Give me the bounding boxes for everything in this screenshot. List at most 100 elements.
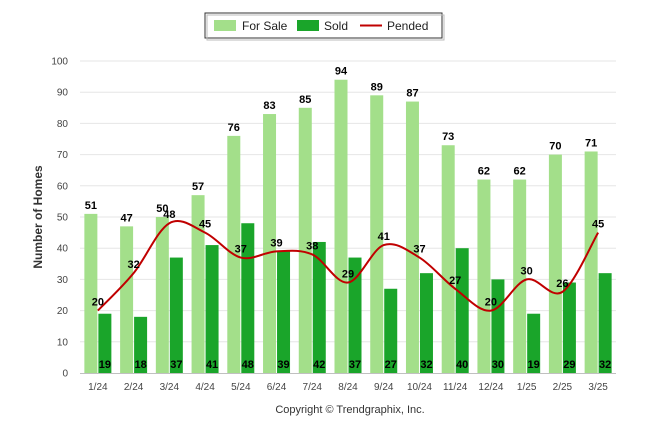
data-label-sold: 39 [277, 359, 289, 371]
pended-line [97, 220, 599, 312]
x-tick-label: 8/24 [338, 382, 358, 393]
data-label-for-sale: 62 [514, 166, 526, 178]
x-tick-label: 1/24 [88, 382, 108, 393]
bar-for-sale [477, 179, 491, 373]
x-tick-label: 1/25 [517, 382, 537, 393]
x-tick-label: 3/24 [160, 382, 180, 393]
legend-swatch-sold [297, 20, 319, 31]
legend-swatch-for-sale [214, 20, 236, 31]
data-label-sold: 32 [420, 359, 432, 371]
data-label-sold: 19 [99, 359, 111, 371]
data-label-sold: 37 [349, 359, 361, 371]
bar-for-sale [263, 114, 277, 373]
y-tick-label: 80 [57, 119, 69, 130]
data-label-for-sale: 70 [549, 141, 561, 153]
data-label-for-sale: 51 [85, 200, 97, 212]
data-label-for-sale: 62 [478, 166, 490, 178]
x-tick-label: 5/24 [231, 382, 251, 393]
data-label-for-sale: 71 [585, 137, 597, 149]
legend-label-for-sale: For Sale [242, 19, 288, 33]
data-label-sold: 41 [206, 359, 218, 371]
y-tick-label: 100 [51, 57, 68, 68]
y-tick-label: 20 [57, 306, 69, 317]
x-tick-label: 3/25 [588, 382, 608, 393]
legend-box [204, 12, 443, 39]
y-tick-label: 70 [57, 150, 69, 161]
data-label-pended: 26 [556, 278, 568, 290]
x-tick-label: 10/24 [407, 382, 432, 393]
bar-for-sale [334, 79, 348, 373]
bar-for-sale [155, 217, 169, 373]
data-label-sold: 18 [134, 359, 146, 371]
data-label-for-sale: 76 [228, 122, 240, 134]
data-label-for-sale: 85 [299, 94, 311, 106]
y-axis-title: Number of Homes [31, 165, 45, 269]
x-tick-label: 2/24 [124, 382, 144, 393]
bar-for-sale [441, 145, 455, 373]
data-label-for-sale: 87 [406, 88, 418, 100]
data-label-sold: 37 [170, 359, 182, 371]
bar-sold [277, 251, 291, 373]
y-tick-label: 90 [57, 88, 69, 99]
data-label-pended: 39 [270, 237, 282, 249]
bar-sold [241, 223, 255, 373]
bar-for-sale [548, 154, 562, 373]
data-label-for-sale: 83 [263, 100, 275, 112]
data-label-pended: 48 [163, 209, 175, 221]
data-label-sold: 29 [563, 359, 575, 371]
data-label-sold: 40 [456, 359, 468, 371]
bar-for-sale [191, 195, 205, 373]
data-label-for-sale: 57 [192, 181, 204, 193]
data-label-sold: 32 [599, 359, 611, 371]
bar-sold [598, 273, 612, 373]
x-tick-label: 6/24 [267, 382, 287, 393]
copyright-text: Copyright © Trendgraphix, Inc. [275, 404, 424, 416]
bar-sold [169, 257, 183, 373]
y-tick-label: 10 [57, 337, 69, 348]
legend-label-pended: Pended [387, 19, 428, 33]
bar-for-sale [298, 107, 312, 374]
x-tick-label: 2/25 [553, 382, 573, 393]
bar-for-sale [370, 95, 384, 373]
data-label-pended: 30 [521, 265, 533, 277]
bar-for-sale [84, 213, 98, 373]
bar-sold [98, 313, 112, 373]
data-label-pended: 37 [413, 244, 425, 256]
data-label-sold: 30 [492, 359, 504, 371]
data-label-pended: 20 [92, 297, 104, 309]
bar-sold [134, 316, 148, 373]
bars [84, 79, 612, 374]
data-labels: 51 19 20 47 18 32 50 37 48 57 41 45 76 48 37 83 39 39 85 42… [85, 66, 612, 371]
x-tick-label: 7/24 [303, 382, 323, 393]
y-tick-label: 50 [57, 213, 69, 224]
legend-label-sold: Sold [324, 19, 348, 33]
data-label-sold: 19 [528, 359, 540, 371]
x-tick-label: 9/24 [374, 382, 394, 393]
data-label-pended: 45 [199, 219, 211, 231]
data-label-pended: 32 [127, 259, 139, 271]
pended-series-line [97, 220, 599, 312]
bar-sold [312, 241, 326, 373]
data-label-sold: 42 [313, 359, 325, 371]
bar-for-sale [120, 226, 134, 373]
y-tick-label: 30 [57, 275, 69, 286]
data-label-for-sale: 89 [371, 81, 383, 93]
legend: For Sale Sold Pended [204, 12, 445, 41]
bar-for-sale [584, 151, 598, 373]
data-label-sold: 27 [385, 359, 397, 371]
y-tick-label: 60 [57, 181, 69, 192]
y-tick-label: 40 [57, 244, 69, 255]
data-label-pended: 37 [235, 244, 247, 256]
bar-sold [455, 248, 469, 373]
legend-shadow [206, 14, 445, 41]
bar-sold [384, 288, 398, 373]
data-label-pended: 41 [378, 231, 390, 243]
data-label-pended: 29 [342, 269, 354, 281]
x-tick-label: 11/24 [443, 382, 468, 393]
bar-sold [205, 245, 219, 373]
y-tick-label: 0 [62, 369, 68, 380]
bar-sold [348, 257, 362, 373]
bar-for-sale [513, 179, 527, 373]
